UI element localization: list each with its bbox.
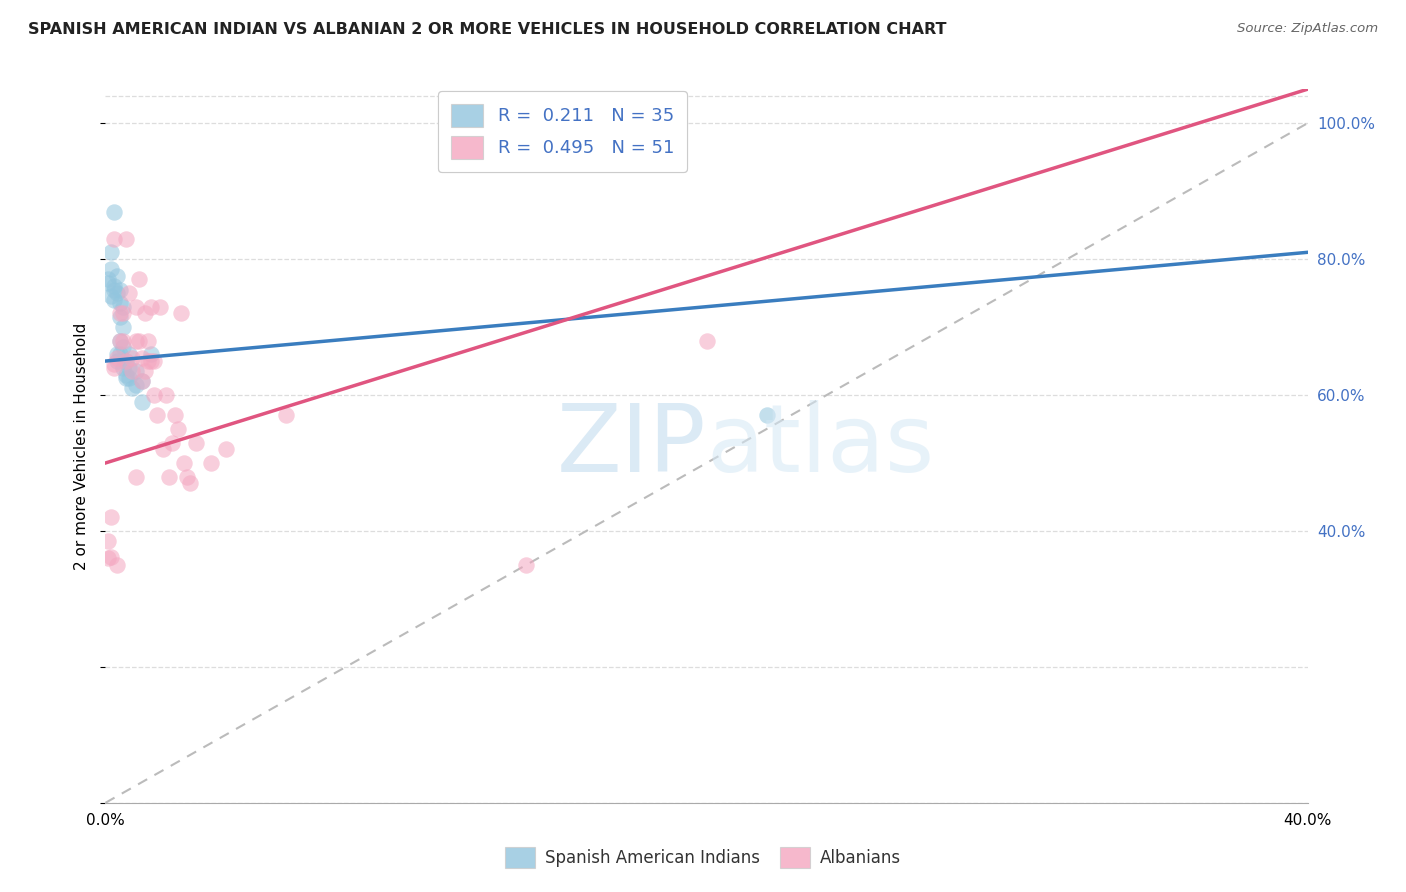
Point <box>124 377 146 392</box>
Point <box>110 310 132 324</box>
Text: SPANISH AMERICAN INDIAN VS ALBANIAN 2 OR MORE VEHICLES IN HOUSEHOLD CORRELATION : SPANISH AMERICAN INDIAN VS ALBANIAN 2 OR… <box>28 22 946 37</box>
Point <box>100 549 122 564</box>
Point <box>155 388 177 402</box>
Point <box>274 409 297 423</box>
Point <box>110 306 132 320</box>
Point <box>112 334 135 348</box>
Point <box>110 334 132 348</box>
Point <box>136 354 159 368</box>
Point <box>115 371 138 385</box>
Point <box>124 300 146 314</box>
Point <box>163 409 186 423</box>
Point <box>118 347 141 361</box>
Point <box>131 375 153 389</box>
Point <box>515 558 537 572</box>
Point <box>131 394 153 409</box>
Point <box>145 409 167 423</box>
Point <box>134 364 156 378</box>
Point <box>157 469 180 483</box>
Point <box>97 534 120 549</box>
Point <box>121 364 143 378</box>
Point <box>103 232 125 246</box>
Legend: Spanish American Indians, Albanians: Spanish American Indians, Albanians <box>498 840 908 875</box>
Point <box>128 272 150 286</box>
Point <box>107 269 129 284</box>
Point <box>103 293 125 307</box>
Point <box>107 286 129 301</box>
Point <box>112 360 135 375</box>
Point <box>131 351 153 365</box>
Point <box>696 334 718 348</box>
Legend: R =  0.211   N = 35, R =  0.495   N = 51: R = 0.211 N = 35, R = 0.495 N = 51 <box>437 91 686 172</box>
Point <box>110 296 132 310</box>
Point <box>142 388 165 402</box>
Point <box>124 469 146 483</box>
Point <box>110 347 132 361</box>
Point <box>112 341 135 355</box>
Point <box>124 334 146 348</box>
Point <box>103 283 125 297</box>
Point <box>139 347 162 361</box>
Point <box>128 334 150 348</box>
Point <box>200 456 222 470</box>
Point <box>115 368 138 382</box>
Y-axis label: 2 or more Vehicles in Household: 2 or more Vehicles in Household <box>73 322 89 570</box>
Point <box>139 354 162 368</box>
Point <box>107 558 129 572</box>
Point <box>179 476 201 491</box>
Point <box>121 381 143 395</box>
Point <box>152 442 174 457</box>
Point <box>100 245 122 260</box>
Point <box>173 456 195 470</box>
Point <box>124 364 146 378</box>
Point <box>112 306 135 320</box>
Point <box>139 300 162 314</box>
Point <box>97 551 120 566</box>
Point <box>214 442 236 457</box>
Point <box>103 279 125 293</box>
Point <box>107 347 129 361</box>
Text: atlas: atlas <box>707 400 935 492</box>
Point <box>131 375 153 389</box>
Point <box>134 306 156 320</box>
Point <box>169 306 191 320</box>
Point <box>118 371 141 385</box>
Point <box>112 300 135 314</box>
Point <box>166 422 188 436</box>
Point <box>103 358 125 372</box>
Point <box>121 351 143 365</box>
Point <box>136 334 159 348</box>
Point <box>112 320 135 334</box>
Point <box>115 232 138 246</box>
Point <box>107 351 129 365</box>
Point <box>115 354 138 368</box>
Point <box>118 286 141 301</box>
Point <box>115 354 138 368</box>
Point <box>97 276 120 290</box>
Point <box>118 360 141 375</box>
Point <box>142 354 165 368</box>
Point <box>148 300 170 314</box>
Point <box>110 334 132 348</box>
Point <box>176 469 198 483</box>
Point <box>100 510 122 524</box>
Point <box>97 272 120 286</box>
Point <box>103 360 125 375</box>
Text: Source: ZipAtlas.com: Source: ZipAtlas.com <box>1237 22 1378 36</box>
Point <box>100 289 122 303</box>
Text: ZIP: ZIP <box>557 400 707 492</box>
Point <box>107 354 129 368</box>
Point <box>755 409 778 423</box>
Point <box>100 262 122 277</box>
Point <box>110 283 132 297</box>
Point <box>160 435 183 450</box>
Point <box>103 204 125 219</box>
Point <box>184 435 207 450</box>
